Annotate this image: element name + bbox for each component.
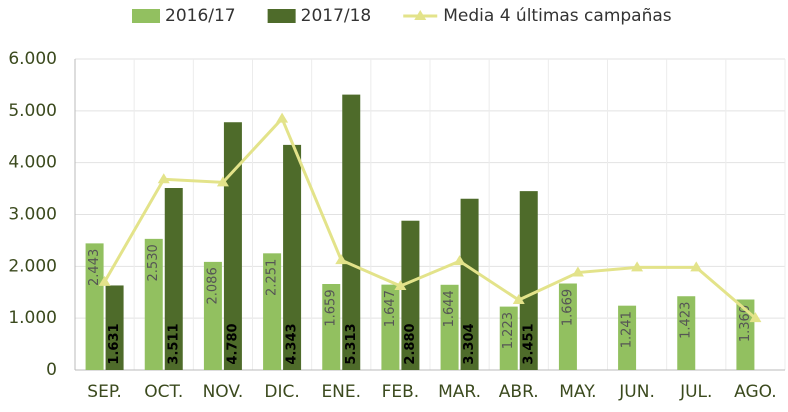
x-tick-label: FEB. <box>382 382 420 402</box>
x-tick-label: JUN. <box>618 382 655 402</box>
legend-swatch <box>267 9 296 23</box>
x-tick-label: OCT. <box>144 382 183 402</box>
value-label: 1.659 <box>324 289 339 326</box>
bar <box>440 284 459 370</box>
bar <box>164 188 183 370</box>
bar <box>736 299 755 370</box>
marker <box>335 254 348 265</box>
value-label: 4.780 <box>225 323 240 364</box>
y-tick-label: 4.000 <box>8 153 57 173</box>
y-tick-label: 1.000 <box>8 308 57 328</box>
bar <box>203 261 222 370</box>
legend-label: 2017/18 <box>301 6 372 26</box>
value-label: 2.251 <box>265 259 280 296</box>
marker <box>98 275 111 286</box>
x-tick-label: ABR. <box>499 382 539 402</box>
marker <box>512 294 525 305</box>
legend-swatch <box>132 9 160 23</box>
bar <box>283 144 302 370</box>
value-label: 4.343 <box>285 323 300 364</box>
marker <box>749 312 762 323</box>
bar <box>499 306 518 370</box>
y-tick-label: 3.000 <box>8 205 57 225</box>
x-tick-label: DIC. <box>264 382 299 402</box>
value-label: 1.241 <box>620 311 635 348</box>
value-label: 1.631 <box>107 323 122 364</box>
x-tick-label: JUL. <box>679 382 712 402</box>
marker <box>571 266 584 277</box>
value-label: 3.511 <box>166 323 181 364</box>
value-label: 1.423 <box>679 302 694 339</box>
line <box>103 115 757 320</box>
marker <box>453 255 466 266</box>
bar <box>263 253 282 370</box>
bar <box>401 220 420 370</box>
marker <box>631 261 644 272</box>
bar <box>322 284 341 370</box>
x-tick-label: NOV. <box>203 382 244 402</box>
marker <box>690 261 703 272</box>
marker <box>394 280 407 291</box>
value-label: 3.304 <box>462 323 477 364</box>
value-label: 2.086 <box>205 267 220 304</box>
bar <box>342 94 361 370</box>
legend-label: Media 4 últimas campañas <box>443 6 672 26</box>
value-label: 1.647 <box>383 290 398 327</box>
bar <box>558 283 577 370</box>
value-label: 5.313 <box>344 323 359 364</box>
legend-label: 2016/17 <box>165 6 236 26</box>
bar <box>223 122 242 370</box>
marker <box>216 176 229 187</box>
value-label: 1.669 <box>560 289 575 326</box>
bar <box>85 243 104 370</box>
bar <box>677 296 696 370</box>
x-tick-label: ENE. <box>321 382 361 402</box>
bar <box>381 284 400 370</box>
bar <box>460 198 479 370</box>
bar <box>144 238 163 370</box>
x-tick-label: SEP. <box>87 382 122 402</box>
value-label: 1.644 <box>442 290 457 327</box>
y-tick-label: 2.000 <box>8 256 57 276</box>
bar <box>105 285 124 370</box>
bar <box>519 191 538 370</box>
x-tick-label: AGO. <box>734 382 777 402</box>
value-label: 1.223 <box>501 312 516 349</box>
y-tick-label: 0 <box>46 360 57 380</box>
value-label: 2.530 <box>146 244 161 281</box>
marker <box>276 112 289 123</box>
y-tick-label: 6.000 <box>8 49 57 69</box>
x-tick-label: MAR. <box>438 382 481 402</box>
legend-marker <box>414 10 427 20</box>
marker <box>157 173 170 184</box>
value-label: 2.880 <box>403 323 418 364</box>
y-tick-label: 5.000 <box>8 101 57 121</box>
bar <box>618 305 637 370</box>
value-label: 3.451 <box>521 323 536 364</box>
value-label: 2.443 <box>87 249 102 286</box>
x-tick-label: MAY. <box>559 382 596 402</box>
